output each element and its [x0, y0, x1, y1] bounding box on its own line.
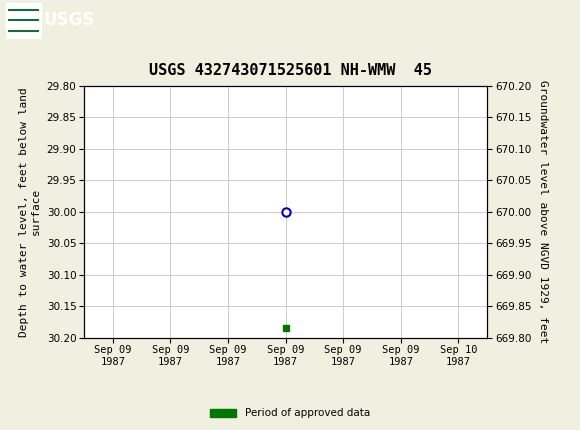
FancyBboxPatch shape — [6, 3, 41, 37]
Legend: Period of approved data: Period of approved data — [206, 404, 374, 423]
Text: USGS: USGS — [44, 12, 95, 29]
Text: USGS 432743071525601 NH-WMW  45: USGS 432743071525601 NH-WMW 45 — [148, 64, 432, 78]
Y-axis label: Depth to water level, feet below land
surface: Depth to water level, feet below land su… — [20, 87, 41, 337]
Y-axis label: Groundwater level above NGVD 1929, feet: Groundwater level above NGVD 1929, feet — [538, 80, 548, 344]
